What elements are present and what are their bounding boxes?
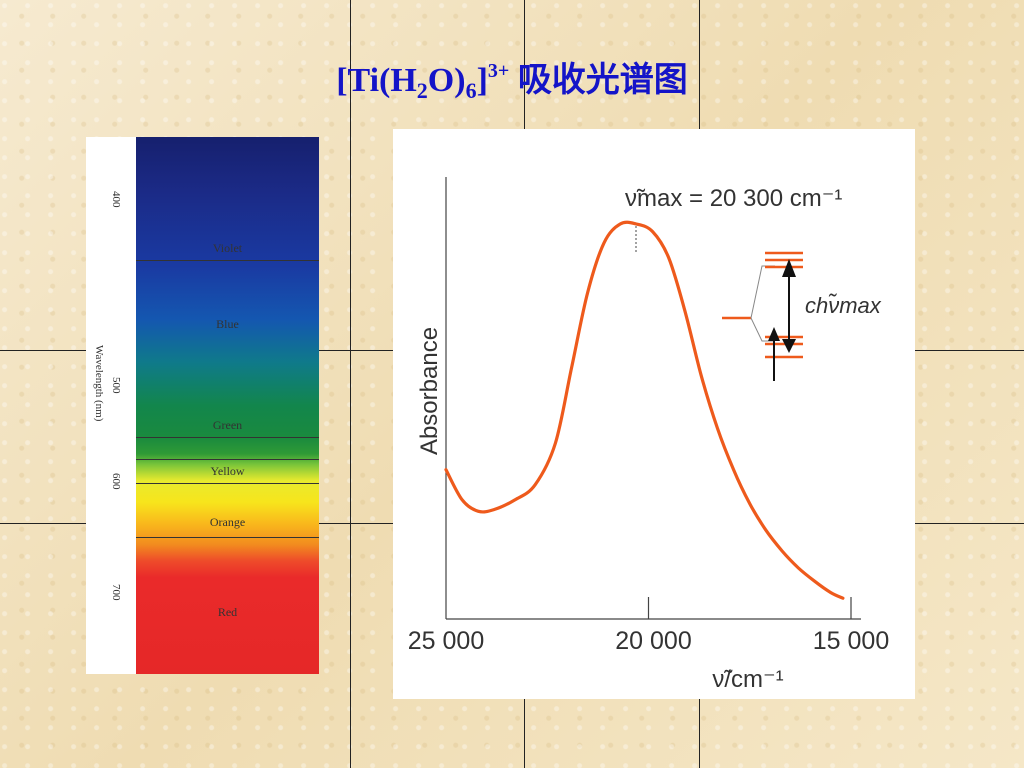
band-divider <box>136 459 319 460</box>
band-label-orange: Orange <box>209 515 246 529</box>
peak-annotation: ν̃max = 20 300 cm⁻¹ <box>625 185 842 212</box>
band-divider <box>136 437 319 438</box>
x-tick-label: 20 000 <box>615 627 691 655</box>
inset-connector <box>750 265 775 319</box>
arrow-head-down <box>782 339 796 353</box>
wavelength-axis-label: Wavelength (nm) <box>93 345 105 422</box>
band-label-green: Green <box>212 418 243 432</box>
wavelength-tick-700: 700 <box>110 584 122 601</box>
absorption-chart: 25 000 20 000 15 000 Absorbance ν̃/cm⁻¹ ν̃… <box>408 177 889 693</box>
wavelength-tick-500: 500 <box>110 377 122 394</box>
wavelength-tick-400: 400 <box>110 191 122 208</box>
x-tick-label: 25 000 <box>408 627 484 655</box>
absorbance-curve <box>444 220 845 600</box>
grid-vline-1 <box>350 0 351 768</box>
wavelength-tick-600: 600 <box>110 473 122 490</box>
x-axis-label: ν̃/cm⁻¹ <box>712 666 783 693</box>
arrow-head-up <box>782 259 796 277</box>
inset-energy-label: chν̃max <box>805 293 882 318</box>
band-divider <box>136 483 319 484</box>
band-label-blue: Blue <box>216 317 239 331</box>
band-label-yellow: Yellow <box>210 464 245 478</box>
arrow-head-up <box>768 327 780 341</box>
band-label-violet: Violet <box>212 241 243 255</box>
slide-title: [Ti(H2O)6]3+ 吸收光谱图 <box>336 60 688 103</box>
spectrum-color-bar <box>136 137 319 674</box>
energy-level-inset: chν̃max <box>722 251 882 381</box>
y-axis-label: Absorbance <box>416 327 443 455</box>
band-divider <box>136 260 319 261</box>
visible-spectrum-panel: Violet Blue Green Yellow Orange Red 400 … <box>86 137 319 674</box>
band-divider <box>136 537 319 538</box>
absorption-plot-panel: 25 000 20 000 15 000 Absorbance ν̃/cm⁻¹ ν̃… <box>393 129 915 699</box>
band-label-red: Red <box>217 605 238 619</box>
x-tick-label: 15 000 <box>813 627 889 655</box>
